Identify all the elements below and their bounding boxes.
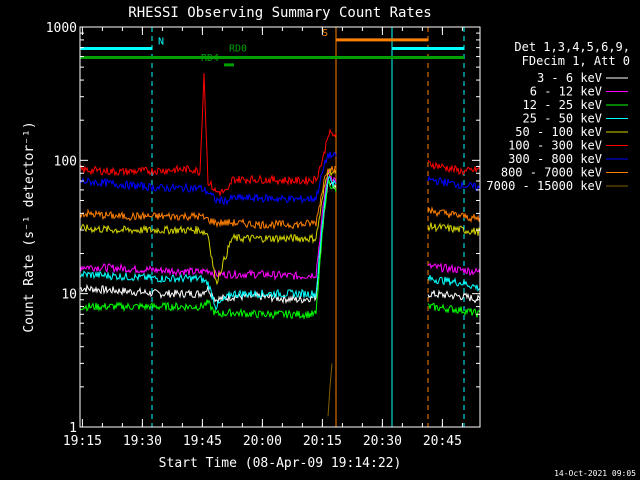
y-tick-label-3: 1000: [46, 21, 77, 36]
legend-label-7: 800 - 7000 keV: [501, 166, 602, 180]
series-line-5: [79, 73, 481, 197]
series-line-7: [79, 165, 481, 231]
y-tick-label-2: 100: [54, 154, 77, 169]
legend-label-6: 300 - 800 keV: [508, 152, 602, 166]
y-axis-label: Count Rate (s⁻¹ detector⁻¹): [22, 121, 37, 332]
legend-label-3: 25 - 50 keV: [523, 112, 602, 126]
x-tick-label-6: 20:45: [423, 434, 462, 449]
footer-date: 14-Oct-2021 09:05: [554, 469, 636, 478]
x-tick-label-2: 19:45: [183, 434, 222, 449]
axes: 19:15 19:30 19:45 20:00 20:15 20:30 20:45 1 10 10…: [46, 21, 480, 449]
legend-label-8: 7000 - 15000 keV: [486, 179, 602, 193]
x-tick-label-0: 19:15: [63, 434, 102, 449]
legend-label-0: 3 - 6 keV: [537, 71, 602, 85]
series-line-2: [79, 180, 481, 320]
legend-title-line-0: Det 1,3,4,5,6,9,: [514, 40, 630, 54]
series-line-3: [79, 175, 481, 311]
x-tick-label-5: 20:30: [363, 434, 402, 449]
x-tick-label-3: 20:00: [243, 434, 282, 449]
series-line-1: [79, 169, 481, 281]
legend-label-2: 12 - 25 keV: [523, 98, 602, 112]
x-tick-label-4: 20:15: [303, 434, 342, 449]
x-axis-label: Start Time (08-Apr-09 19:14:22): [159, 456, 402, 471]
legend-label-1: 6 - 12 keV: [530, 85, 602, 99]
y-tick-label-0: 1: [69, 421, 77, 436]
legend-label-4: 50 - 100 keV: [515, 125, 602, 139]
x-tick-label-1: 19:30: [123, 434, 162, 449]
state-bar-label-2: S: [322, 28, 328, 39]
plot-area: N S RD4 RD0: [79, 27, 481, 427]
plot-frame: [79, 26, 481, 428]
y-tick-label-1: 10: [61, 288, 77, 303]
legend: Det 1,3,4,5,6,9,FDecim 1, Att 0 3 - 6 keV…: [486, 40, 630, 193]
legend-title-line-1: FDecim 1, Att 0: [522, 54, 630, 68]
series-line-8: [327, 363, 333, 417]
state-bar-label-5: RD0: [229, 44, 247, 55]
state-bar-label-4: RD4: [201, 53, 219, 64]
series-line-0: [79, 178, 481, 305]
series-line-4: [79, 168, 481, 286]
series-line-6: [79, 151, 481, 206]
legend-label-5: 100 - 300 keV: [508, 139, 602, 153]
chart-title: RHESSI Observing Summary Count Rates: [128, 5, 431, 21]
state-bar-label-0: N: [158, 36, 164, 47]
